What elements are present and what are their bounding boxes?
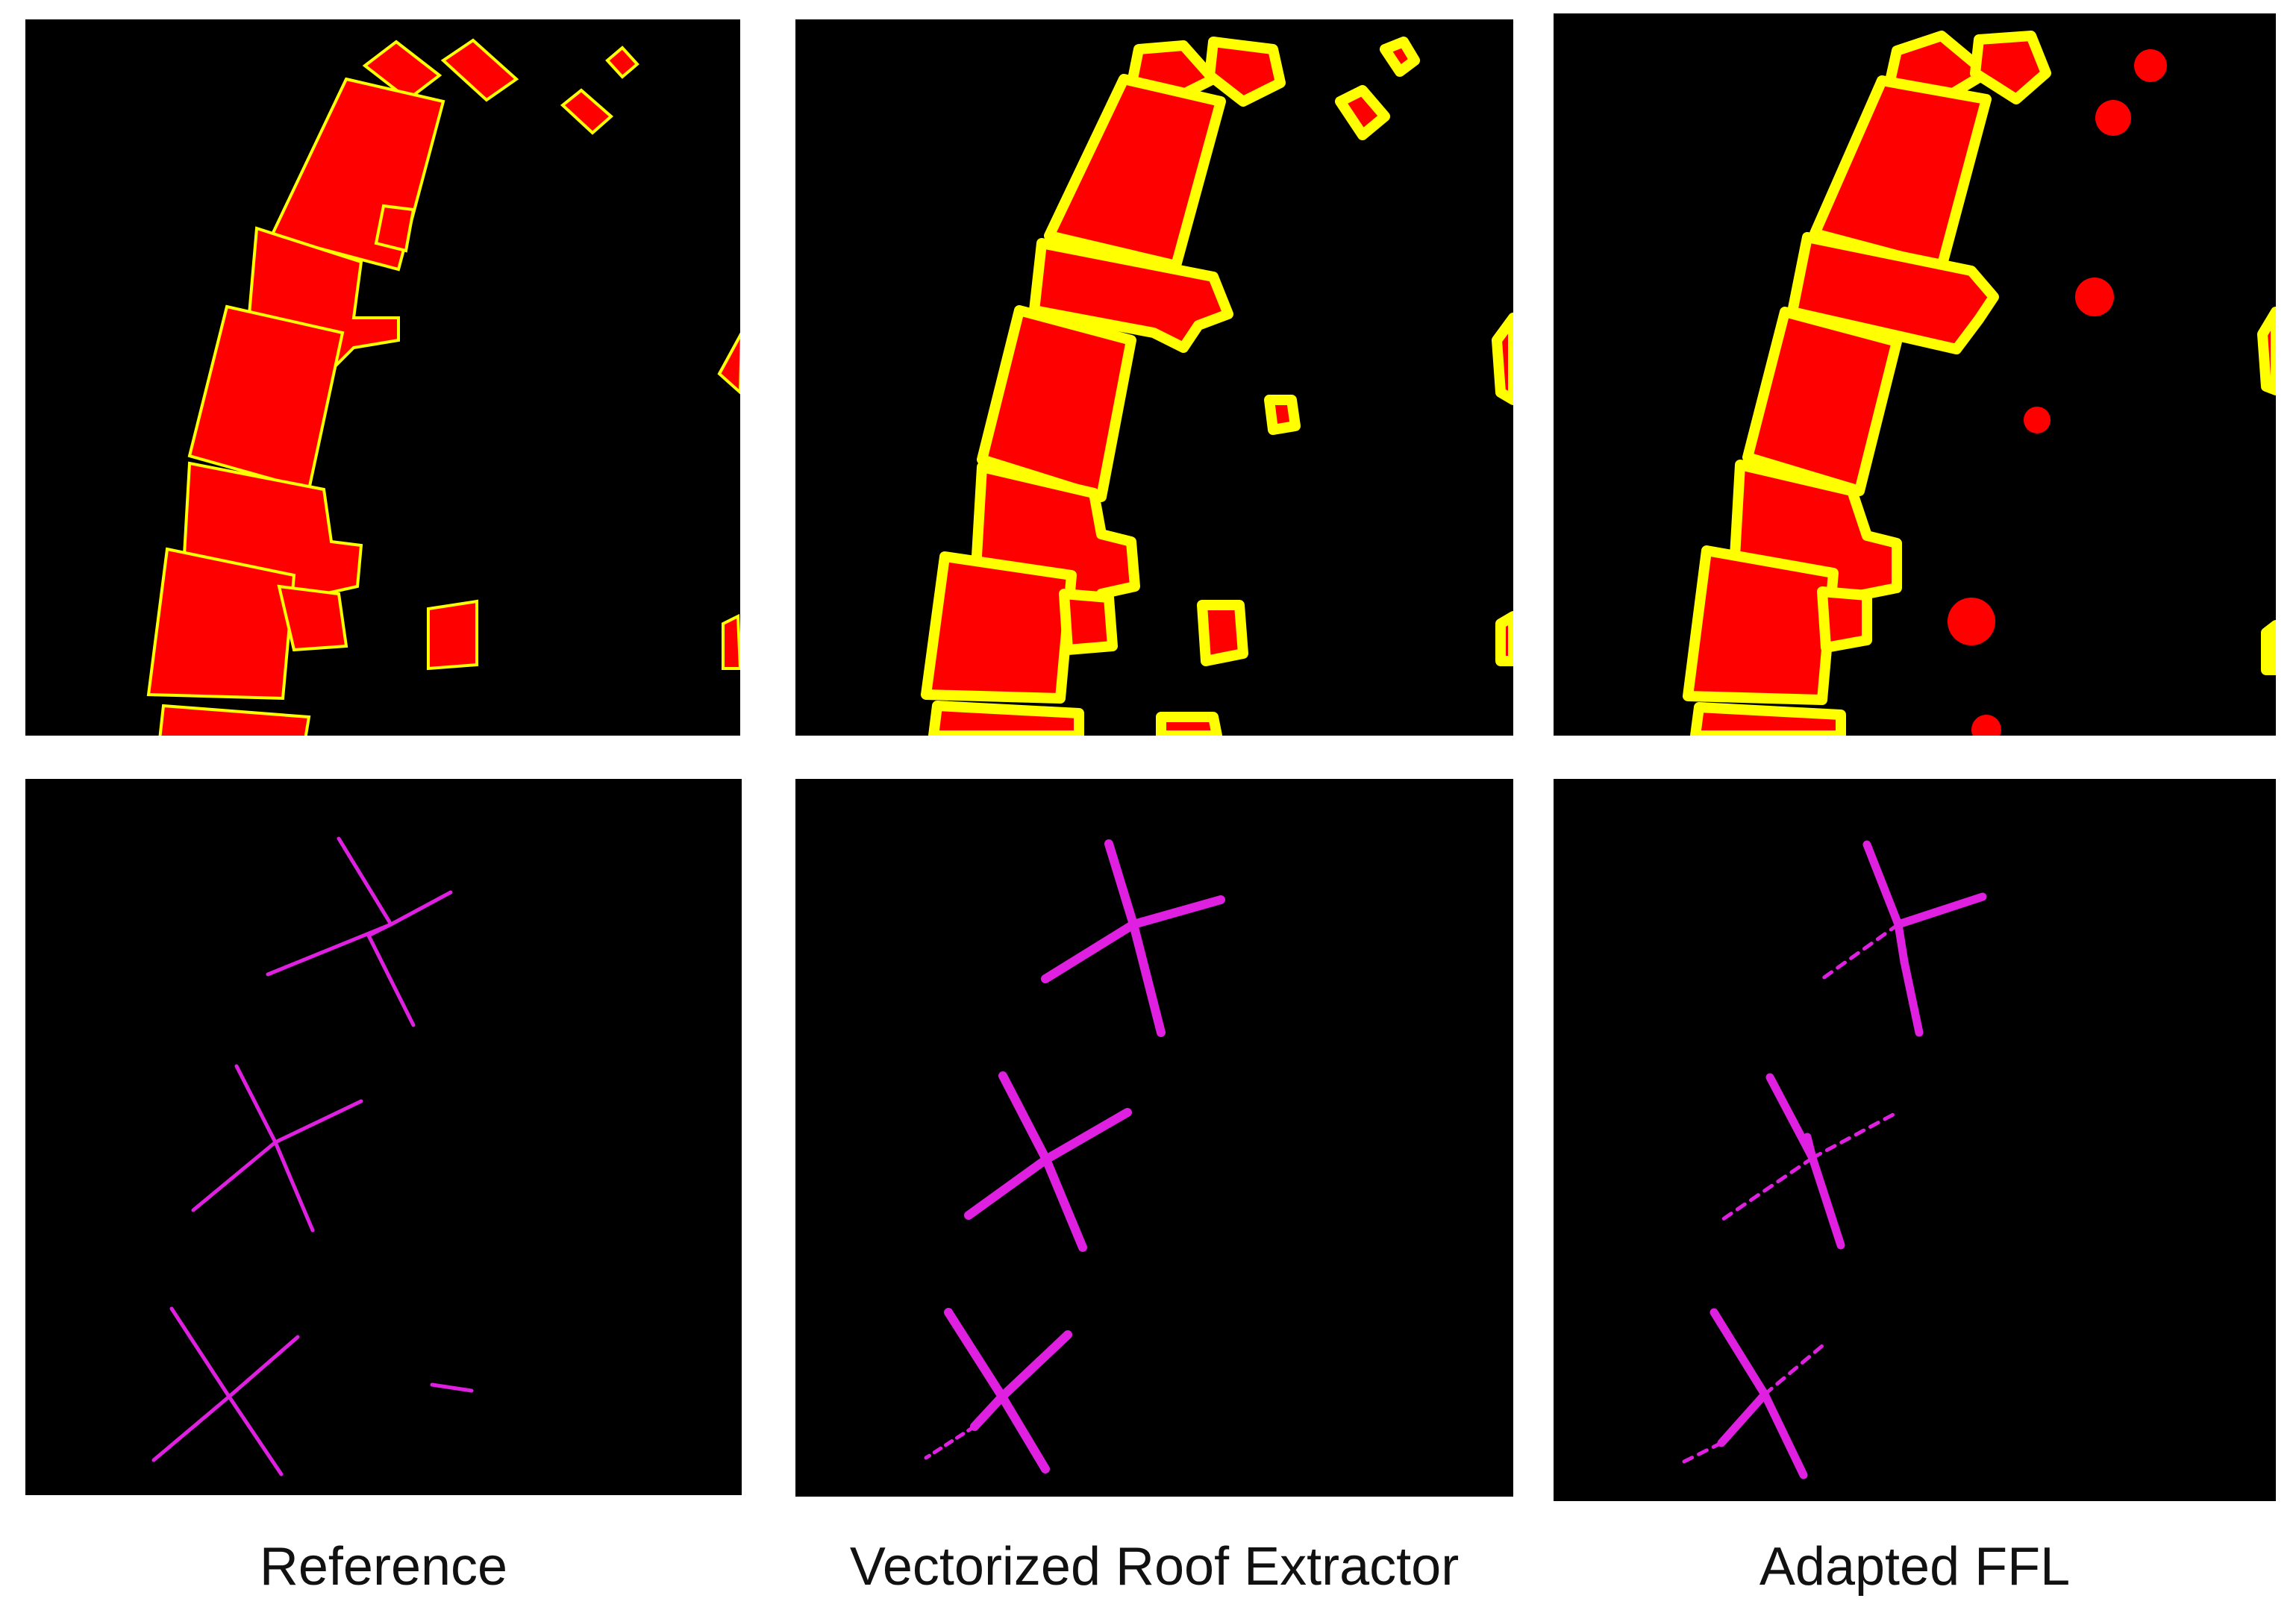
skeleton-image bbox=[151, 836, 474, 1476]
panel-reference-roofs bbox=[25, 19, 740, 736]
skeleton-image bbox=[924, 839, 1225, 1473]
roof-mask-image bbox=[921, 37, 1513, 736]
caption-vectorized-roof-extractor: Vectorized Roof Extractor bbox=[849, 1537, 1460, 1597]
panel-vre-skeletons bbox=[795, 779, 1513, 1497]
panel-ffl-roofs bbox=[1554, 13, 2276, 736]
roof-mask-image bbox=[146, 38, 740, 736]
caption-adapted-ffl: Adapted FFL bbox=[1759, 1537, 2071, 1597]
panel-ffl-skeletons bbox=[1554, 779, 2276, 1501]
caption-reference: Reference bbox=[259, 1537, 508, 1597]
panel-reference-skeletons bbox=[25, 779, 742, 1495]
skeleton-image bbox=[1682, 840, 1987, 1479]
roof-mask-image bbox=[1683, 31, 2276, 736]
panel-vre-roofs bbox=[795, 19, 1513, 736]
